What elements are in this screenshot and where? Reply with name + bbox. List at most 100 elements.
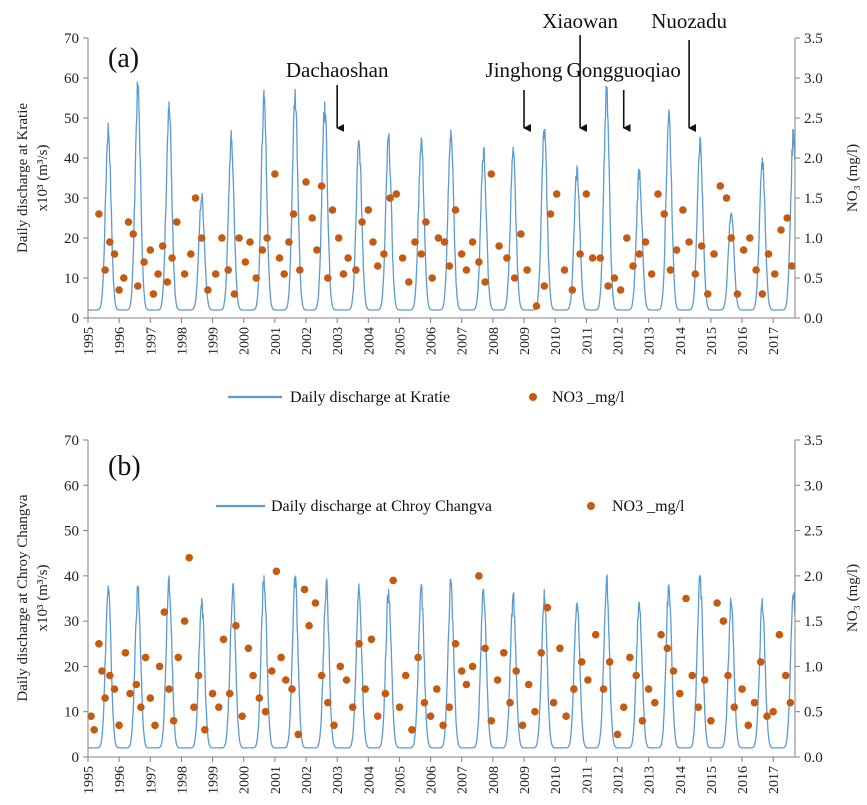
panel-a-nitrate-point (106, 238, 114, 246)
panel-b-y2-tick-label: 3.5 (804, 433, 823, 449)
panel-b-nitrate-point (330, 721, 338, 730)
panel-a-x-tick-label: 2014 (674, 327, 689, 355)
panel-a-annotation-label: Dachaoshan (286, 58, 389, 82)
panel-a-nitrate-point (369, 238, 377, 246)
panel-a-nitrate-point (672, 246, 681, 254)
panel-a-nitrate-point (422, 218, 430, 226)
panel-b-nitrate-point (700, 676, 709, 684)
panel-b-x-tick-label: 2005 (393, 766, 408, 794)
panel-a-x-tick-label: 1996 (113, 327, 128, 355)
panel-b-nitrate-point (151, 721, 159, 730)
panel-a-nitrate-point (224, 266, 232, 274)
panel-a-x-tick-label: 2008 (487, 327, 502, 355)
panel-a-nitrate-point (218, 234, 226, 242)
panel-b-nitrate-point (268, 667, 276, 675)
panel-b-label: (b) (108, 451, 141, 482)
panel-a-axes: 0 10 20 30 40 50 60 70 0.0 0.5 1.0 1.5 2.0 2.5 3.0 3.5 1… (64, 31, 823, 355)
panel-b-y2label: NO₃ (mg/l) (845, 564, 861, 632)
panel-b-x-tick-label: 2014 (674, 766, 689, 794)
panel-a-annotations: Dachaoshan Jinghong Xiaowan Gongguoqiao Nuoz… (286, 9, 728, 132)
panel-b-nitrate-point (106, 671, 114, 680)
panel-b-nitrate-point (180, 617, 189, 625)
panel-a-nitrate-point (495, 242, 503, 250)
panel-b-nitrate-point (288, 685, 296, 693)
panel-a-nitrate-point (552, 190, 561, 198)
panel-a-nitrate-point (560, 266, 569, 274)
panel-a-ylabel-line2: x10³ (m³/s) (35, 145, 51, 212)
panel-a-ylabel-line1: Daily discharge at Kratie (15, 103, 31, 253)
panel-a-legend-point-swatch (529, 393, 537, 401)
panel-b: 0 10 20 30 40 50 60 70 0.0 0.5 1.0 1.5 2.0 2.5 3.0 3.5 1… (15, 433, 861, 794)
panel-a-y-tick-label: 70 (64, 31, 79, 47)
panel-a-nitrate-point (758, 290, 767, 298)
panel-b-nitrate-point (730, 703, 739, 711)
panel-a-nitrate-point (204, 286, 212, 294)
panel-b-y2-tick-label: 2.0 (804, 569, 823, 585)
panel-a-x-tick-label: 2003 (331, 327, 346, 355)
panel-b-nitrate-point (348, 703, 357, 711)
panel-b-nitrate-point (395, 703, 404, 711)
panel-b-x-tick-label: 2004 (362, 766, 377, 794)
panel-a-nitrate-point (334, 234, 343, 242)
panel-a-nitrate-point (296, 266, 304, 274)
panel-b-nitrate-point (121, 649, 130, 657)
panel-b-nitrate-point (439, 721, 447, 730)
panel-a-nitrate-points (95, 170, 796, 310)
panel-b-nitrate-point (249, 671, 257, 680)
panel-a-x-tick-label: 2017 (767, 327, 782, 355)
panel-b-x-tick-label: 2007 (456, 766, 471, 794)
panel-a-nitrate-point (722, 194, 731, 202)
panel-a-nitrate-point (417, 250, 426, 258)
panel-b-y2-tick-label: 0.0 (804, 750, 823, 766)
panel-b-nitrate-point (255, 694, 264, 702)
panel-a-x-tick-label: 2004 (362, 327, 377, 355)
panel-b-nitrate-point (613, 730, 622, 739)
panel-a-y2-tick-label: 3.0 (804, 71, 823, 87)
panel-b-nitrate-point (98, 667, 106, 675)
panel-a-nitrate-point (647, 270, 656, 278)
panel-b-x-tick-label: 2002 (300, 766, 315, 794)
panel-b-nitrate-point (336, 662, 345, 671)
panel-a-nitrate-point (344, 254, 352, 262)
panel-a-y2-tick-label: 2.5 (804, 111, 823, 127)
panel-b-nitrate-point (719, 617, 728, 625)
panel-b-nitrate-point (408, 726, 416, 734)
panel-a-y2label: NO₃ (mg/l) (845, 144, 861, 212)
panel-a-x-tick-label: 2001 (269, 327, 284, 355)
panel-b-axes: 0 10 20 30 40 50 60 70 0.0 0.5 1.0 1.5 2.0 2.5 3.0 3.5 1… (64, 433, 823, 794)
panel-b-nitrate-point (115, 721, 123, 730)
panel-a-nitrate-point (764, 250, 773, 258)
panel-a-nitrate-point (679, 206, 687, 214)
panel-b-nitrate-point (238, 712, 246, 720)
panel-a-nitrate-point (115, 286, 123, 294)
panel-b-nitrate-point (141, 653, 150, 662)
panel-b-nitrate-point (500, 649, 508, 657)
panel-a-annotation-label: Jinghong (486, 58, 564, 82)
panel-b-nitrate-point (282, 676, 290, 684)
panel-a-nitrate-point (158, 242, 167, 250)
panel-b-nitrate-point (531, 707, 539, 716)
panel-a-nitrate-point (434, 234, 443, 242)
panel-b-nitrate-point (261, 707, 270, 716)
panel-b-x-tick-label: 2008 (487, 766, 502, 794)
panel-a-legend-discharge: Daily discharge at Kratie (290, 389, 450, 406)
panel-b-nitrate-point (194, 671, 203, 680)
panel-a-nitrate-point (503, 254, 511, 262)
panel-b-nitrate-point (763, 712, 771, 720)
panel-b-x-tick-label: 2011 (580, 766, 595, 793)
panel-b-nitrate-point (381, 689, 390, 698)
panel-a-nitrate-point (752, 266, 760, 274)
panel-b-nitrate-point (414, 653, 422, 662)
panel-a-nitrate-point (739, 246, 748, 254)
panel-a-annotation-label: Gongguoqiao (567, 58, 681, 82)
panel-a-nitrate-point (411, 238, 419, 246)
panel-a-nitrate-point (582, 190, 591, 198)
panel-b-legend-nitrate: NO3 _mg/l (612, 498, 685, 515)
panel-b-x-tick-label: 2013 (643, 766, 658, 794)
panel-b-nitrate-point (481, 644, 489, 653)
panel-b-nitrate-point (651, 698, 659, 707)
panel-b-nitrate-point (426, 712, 435, 720)
panel-b-nitrate-point (724, 671, 732, 680)
panel-a-nitrate-point (308, 214, 317, 222)
